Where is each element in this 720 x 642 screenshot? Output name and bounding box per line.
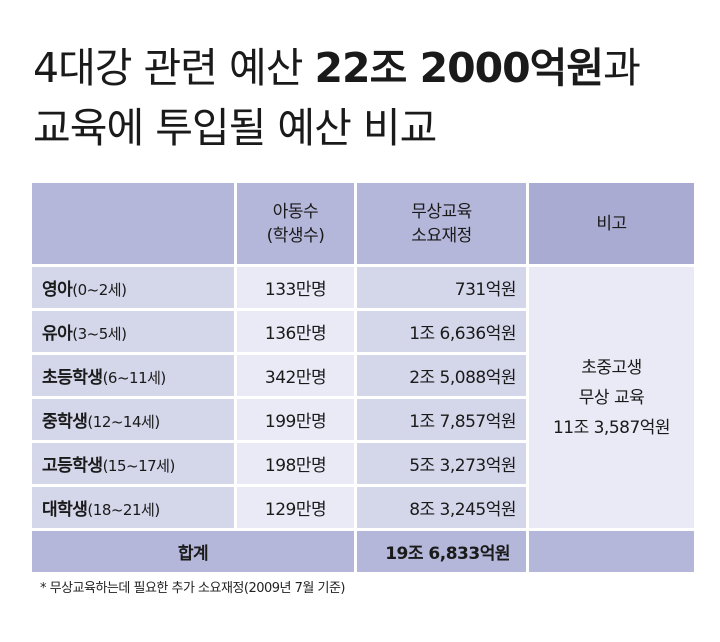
category-name: 대학생 bbox=[42, 500, 88, 520]
header-cost-label: 무상교육 bbox=[411, 201, 472, 222]
row-count: 342만명 bbox=[234, 352, 357, 399]
row-cost: 731억원 bbox=[354, 264, 529, 311]
table-row: 고등학생(15~17세) 198만명 5조 3,273억원 bbox=[29, 440, 696, 487]
table-row: 대학생(18~21세) 129만명 8조 3,245억원 bbox=[29, 484, 696, 531]
row-count: 198만명 bbox=[234, 440, 357, 487]
category-name: 초등학생 bbox=[42, 368, 103, 388]
category-name: 중학생 bbox=[42, 412, 88, 432]
row-category: 유아(3~5세) bbox=[29, 308, 237, 355]
total-label: 합계 bbox=[29, 528, 357, 575]
table-row: 유아(3~5세) 136만명 1조 6,636억원 bbox=[29, 308, 696, 355]
row-category: 고등학생(15~17세) bbox=[29, 440, 237, 487]
note-line-2: 무상 교육 bbox=[578, 387, 645, 408]
total-row: 합계 19조 6,833억원 bbox=[29, 528, 697, 575]
row-category: 중학생(12~14세) bbox=[29, 396, 237, 443]
note-line-1: 초중고생 bbox=[581, 357, 642, 378]
row-count: 136만명 bbox=[234, 308, 357, 355]
header-students-label: 아동수 bbox=[272, 201, 319, 222]
row-count: 199만명 bbox=[234, 396, 357, 443]
row-cost: 8조 3,245억원 bbox=[354, 484, 529, 531]
row-cost: 5조 3,273억원 bbox=[354, 440, 529, 487]
row-category: 대학생(18~21세) bbox=[29, 484, 237, 531]
row-cost: 2조 5,088억원 bbox=[354, 352, 529, 399]
header-note: 비고 bbox=[526, 180, 697, 267]
category-age: (6~11세) bbox=[102, 369, 167, 387]
title-line-1: 4대강 관련 예산 22조 2000억원과 bbox=[33, 38, 641, 98]
row-cost: 1조 6,636억원 bbox=[354, 308, 529, 355]
category-name: 유아 bbox=[42, 324, 73, 344]
category-name: 고등학생 bbox=[42, 456, 103, 476]
row-count: 129만명 bbox=[234, 484, 357, 531]
category-age: (12~14세) bbox=[87, 413, 160, 431]
note-line-3: 11조 3,587억원 bbox=[552, 417, 671, 438]
page-title: 4대강 관련 예산 22조 2000억원과 교육에 투입될 예산 비교 bbox=[33, 38, 641, 158]
title-prefix: 4대강 관련 예산 bbox=[33, 44, 315, 92]
total-cost: 19조 6,833억원 bbox=[354, 528, 529, 575]
title-amount: 22조 2000억원 bbox=[314, 44, 605, 92]
category-age: (15~17세) bbox=[102, 457, 176, 475]
table-row: 중학생(12~14세) 199만명 1조 7,857억원 bbox=[29, 396, 696, 443]
row-cost: 1조 7,857억원 bbox=[354, 396, 529, 443]
header-cost-sub: 소요재정 bbox=[411, 225, 472, 246]
category-age: (18~21세) bbox=[87, 501, 160, 519]
table-row: 영아(0~2세) 133만명 731억원 초중고생 무상 교육 11조 3,58… bbox=[29, 264, 697, 531]
header-students-sub: (학생수) bbox=[266, 225, 325, 246]
title-suffix: 과 bbox=[603, 44, 641, 92]
header-students: 아동수 (학생수) bbox=[234, 180, 357, 267]
row-category: 초등학생(6~11세) bbox=[29, 352, 237, 399]
row-count: 133만명 bbox=[234, 264, 357, 311]
title-line-2: 교육에 투입될 예산 비교 bbox=[33, 104, 437, 152]
header-blank bbox=[29, 180, 237, 267]
category-age: (3~5세) bbox=[72, 325, 127, 343]
category-age: (0~2세) bbox=[72, 281, 127, 299]
note-cell: 초중고생 무상 교육 11조 3,587억원 bbox=[526, 264, 697, 531]
footnote: * 무상교육하는데 필요한 추가 소요재정(2009년 7월 기준) bbox=[40, 581, 346, 596]
total-note-blank bbox=[526, 528, 697, 575]
category-name: 영아 bbox=[42, 280, 73, 300]
table-row: 초등학생(6~11세) 342만명 2조 5,088억원 bbox=[29, 352, 696, 399]
row-category: 영아(0~2세) bbox=[29, 264, 237, 311]
